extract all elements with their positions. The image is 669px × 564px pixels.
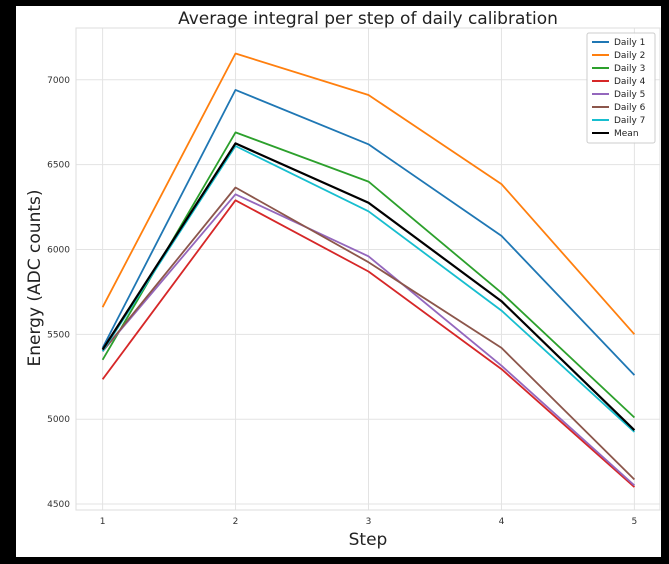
x-tick-label: 5 [632,517,638,527]
grid [76,28,660,510]
series-line-daily-1 [101,89,636,376]
legend-label-daily-4: Daily 4 [614,77,646,87]
y-tick-label: 5000 [47,415,70,425]
axes: 1 2 3 4 5 4500 5000 5500 6000 6500 7000 [47,27,661,527]
x-tick-label: 4 [499,517,505,527]
chart-canvas: 1 2 3 4 5 4500 5000 5500 6000 6500 7000 Daily 1 Dai… [16,6,661,557]
legend-label-daily-5: Daily 5 [614,90,645,100]
y-tick-label: 5500 [47,330,70,340]
series-lines [101,52,636,488]
legend-label-daily-3: Daily 3 [614,64,645,74]
x-tick-label: 2 [233,517,239,527]
series-line-daily-5 [101,193,636,487]
legend-label-daily-7: Daily 7 [614,116,645,126]
y-tick-label: 6500 [47,161,70,171]
series-line-daily-2 [101,52,636,335]
legend: Daily 1 Daily 2 Daily 3 Daily 4 Daily 5 Daily… [586,32,656,144]
chart-title: Average integral per step of daily calib… [178,9,558,29]
y-tick-label: 4500 [47,500,70,510]
legend-label-daily-6: Daily 6 [614,103,646,113]
series-line-daily-6 [101,186,636,481]
legend-box [586,32,656,144]
x-axis-title: Step [349,530,388,550]
y-axis-title: Energy (ADC counts) [25,190,45,367]
y-tick-label: 6000 [47,245,70,255]
x-tick-label: 3 [366,517,372,527]
legend-label-daily-2: Daily 2 [614,51,645,61]
series-line-daily-7 [101,145,636,433]
legend-label-mean: Mean [614,129,639,139]
y-tick-label: 7000 [47,76,70,86]
legend-label-daily-1: Daily 1 [614,38,645,48]
series-line-daily-4 [101,199,635,488]
series-line-mean [101,142,636,431]
x-tick-label: 1 [100,517,106,527]
series-line-daily-3 [101,131,636,419]
plot-border [75,27,661,511]
